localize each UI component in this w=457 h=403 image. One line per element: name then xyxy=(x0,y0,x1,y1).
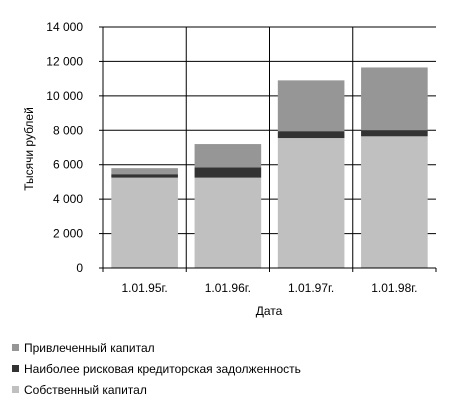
axes xyxy=(99,26,437,272)
legend-label: Наиболее рисковая кредиторская задолженн… xyxy=(24,361,301,376)
y-tick-labels: 0 2 000 4 000 6 000 8 000 10 000 12 000 14 000 xyxy=(46,20,83,275)
bar-segment xyxy=(111,177,178,268)
bar-segment xyxy=(194,167,262,178)
bar-segment xyxy=(277,80,345,132)
bar-segment xyxy=(194,177,262,268)
y-tick-label: 14 000 xyxy=(46,20,83,34)
bar-segment xyxy=(361,130,428,137)
y-tick-label: 0 xyxy=(76,261,83,275)
y-tick-label: 10 000 xyxy=(46,89,83,103)
legend: Привлеченный капитал Наиболее рисковая кр… xyxy=(12,337,301,400)
legend-item: Собственный капитал xyxy=(12,379,301,400)
bar-segment xyxy=(111,168,178,175)
legend-swatch xyxy=(12,344,19,351)
bar-segment xyxy=(361,136,428,268)
x-tick-labels: 1.01.95г. 1.01.96г. 1.01.97г. 1.01.98г. xyxy=(121,281,417,295)
legend-swatch xyxy=(12,365,19,372)
bar-segment xyxy=(361,67,428,131)
x-tick-label: 1.01.98г. xyxy=(371,281,417,295)
legend-item: Наиболее рисковая кредиторская задолженн… xyxy=(12,358,301,379)
bar-segment xyxy=(111,174,178,178)
legend-label: Собственный капитал xyxy=(24,382,147,397)
legend-item: Привлеченный капитал xyxy=(12,337,301,358)
x-tick-label: 1.01.95г. xyxy=(121,281,167,295)
legend-swatch xyxy=(12,386,19,393)
x-tick-label: 1.01.97г. xyxy=(288,281,334,295)
y-tick-label: 4 000 xyxy=(53,192,83,206)
y-tick-label: 6 000 xyxy=(53,158,83,172)
bars xyxy=(111,67,428,268)
bar-segment xyxy=(277,138,345,268)
y-tick-label: 8 000 xyxy=(53,123,83,137)
y-tick-label: 2 000 xyxy=(53,227,83,241)
y-tick-label: 12 000 xyxy=(46,54,83,68)
bar-segment xyxy=(277,131,345,139)
legend-label: Привлеченный капитал xyxy=(24,340,155,355)
x-axis-label: Дата xyxy=(256,304,283,318)
bar-segment xyxy=(194,144,262,168)
x-tick-label: 1.01.96г. xyxy=(205,281,251,295)
y-axis-label: Тысячи рублей xyxy=(22,107,36,191)
